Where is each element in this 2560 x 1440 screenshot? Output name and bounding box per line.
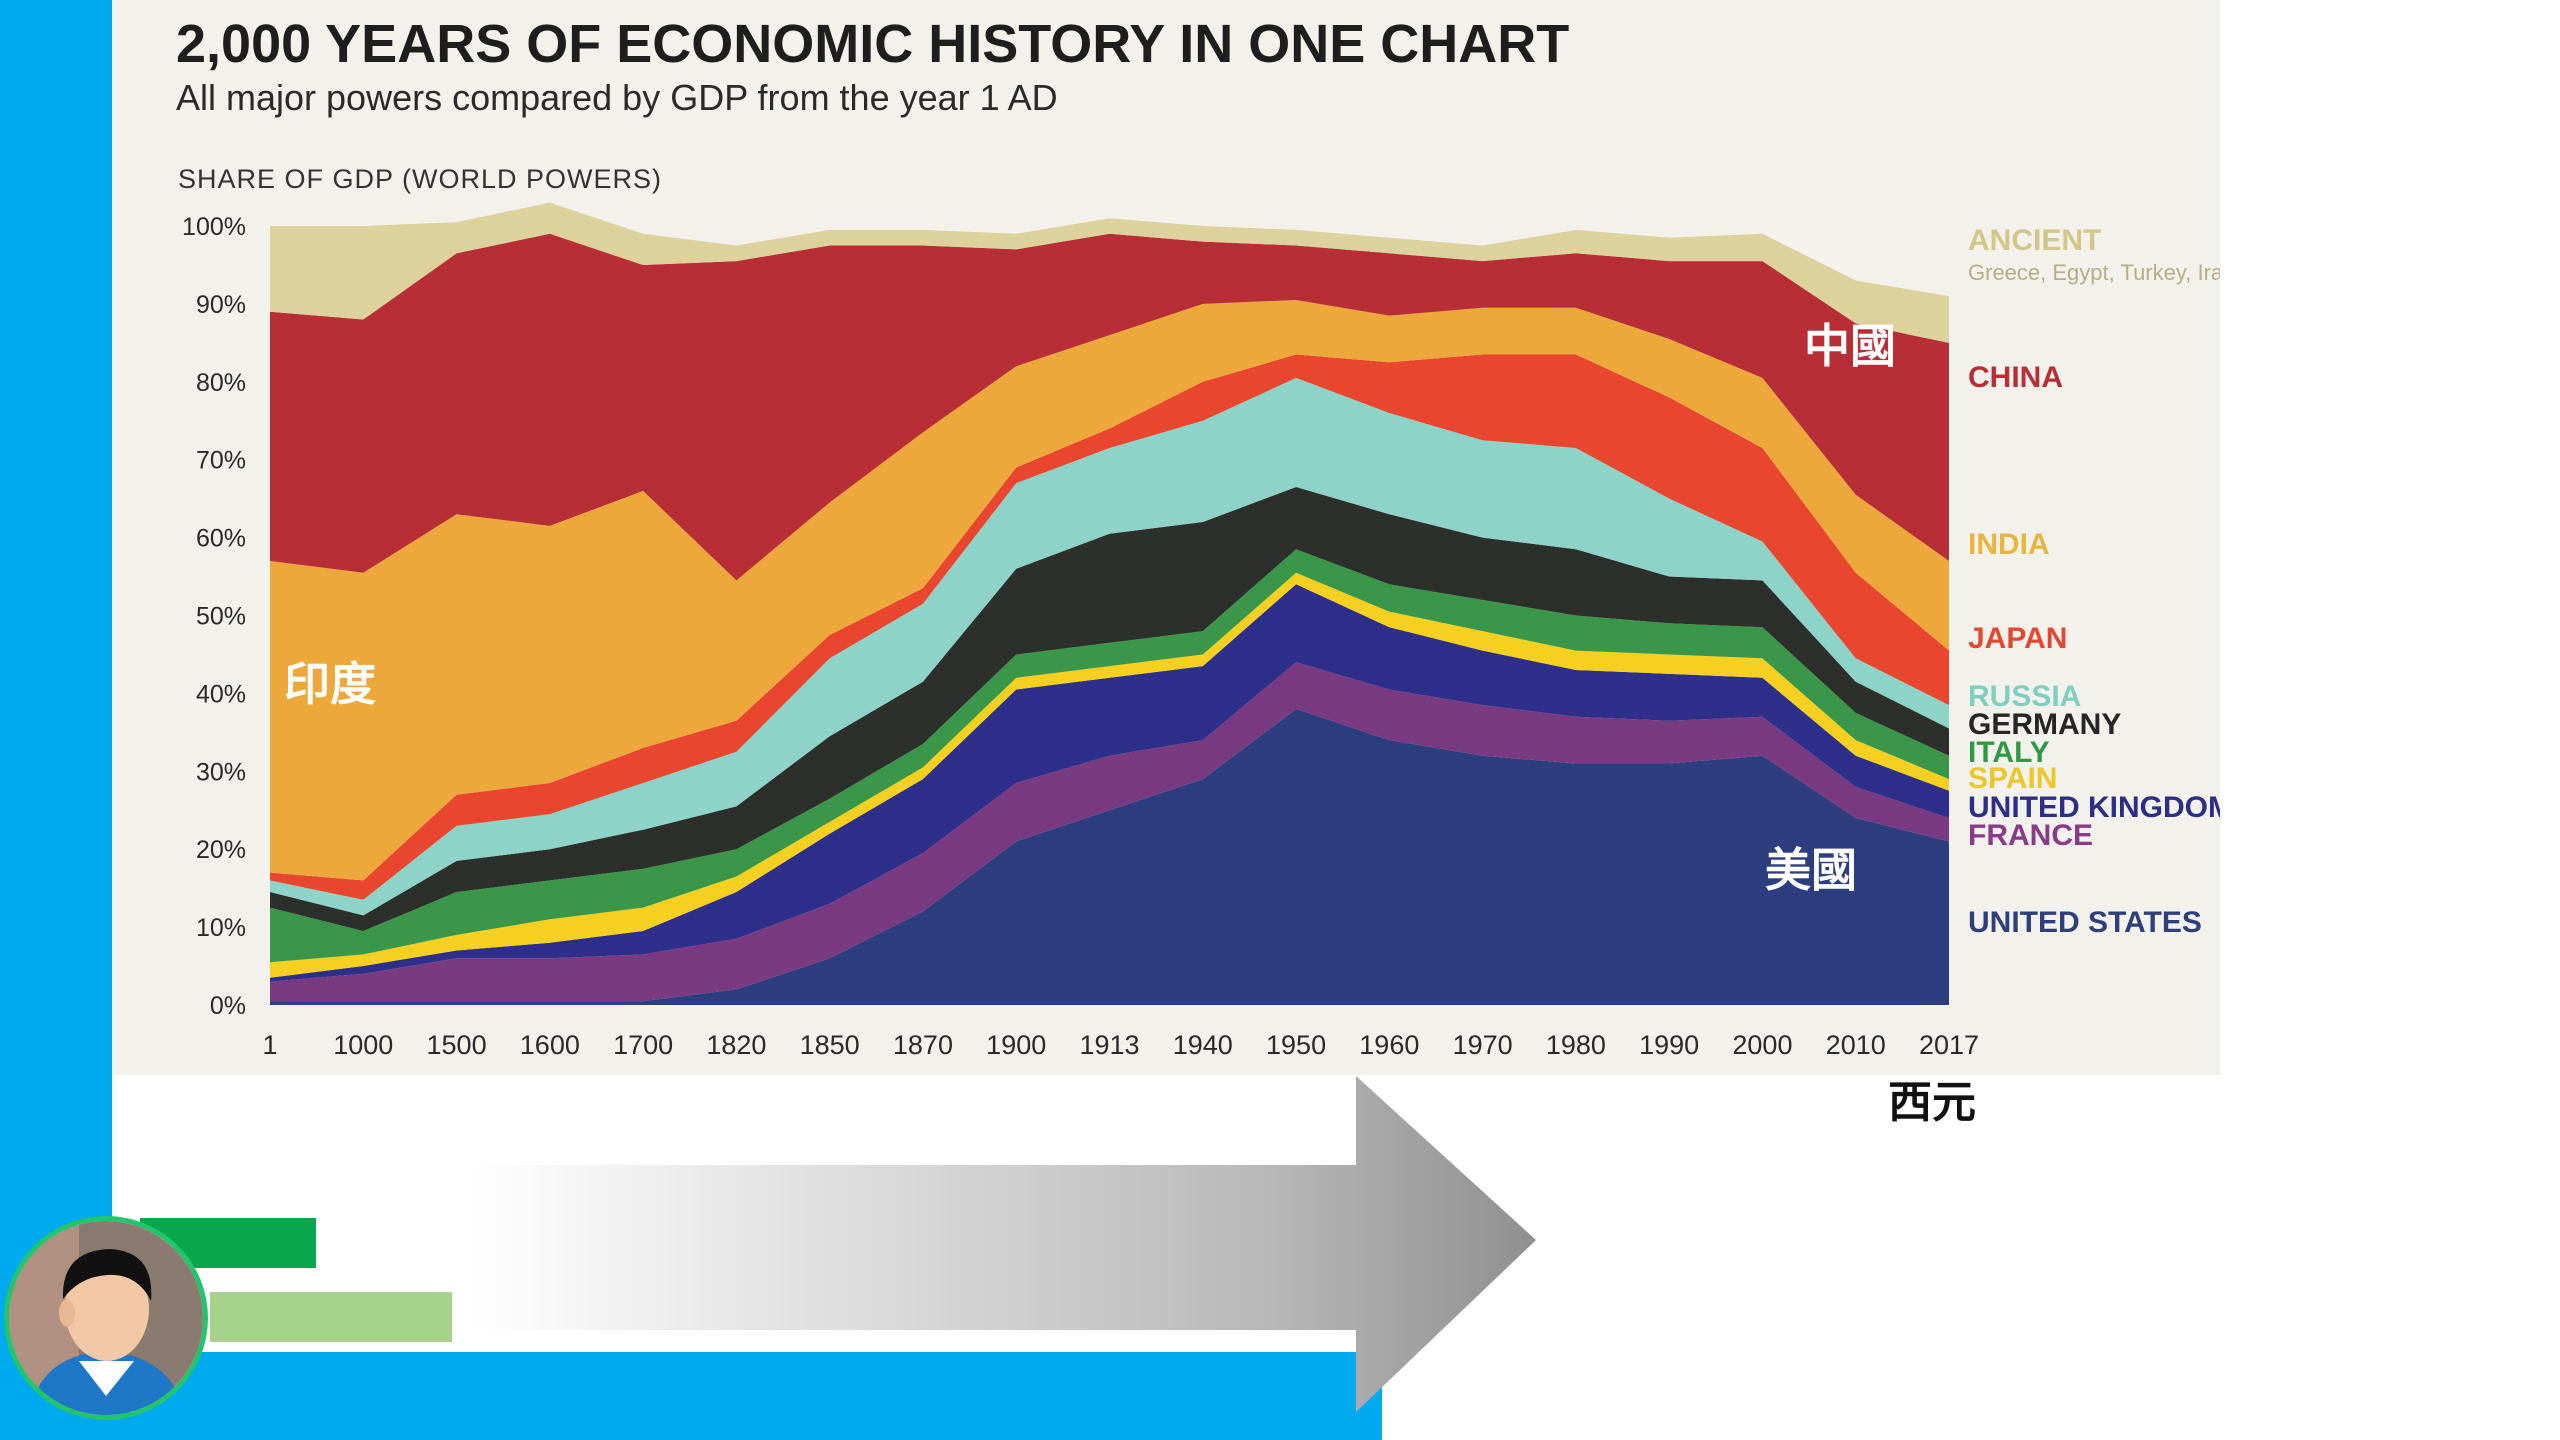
chart-panel: 0% 10% 20% 30% 40% 50% 60% 70% 80% 90% 100% 1 1000 15… <box>112 0 2220 1075</box>
area-france <box>270 662 1949 1002</box>
legend-united-kingdom: UNITED KINGDOM <box>1968 791 2220 824</box>
x-tick-label: 1000 <box>333 1030 393 1060</box>
area-japan <box>270 354 1949 900</box>
area-italy <box>270 549 1949 963</box>
timeline-arrow <box>470 1076 1536 1412</box>
chart-title: 2,000 YEARS OF ECONOMIC HISTORY IN ONE C… <box>176 14 1569 74</box>
x-tick-label: 1870 <box>893 1030 953 1060</box>
legend-russia: RUSSIA <box>1968 680 2081 713</box>
y-tick-label: 70% <box>196 447 246 475</box>
legend-italy: ITALY <box>1968 736 2050 769</box>
area-india <box>270 300 1949 881</box>
legend-spain: SPAIN <box>1968 762 2057 795</box>
x-tick-label: 1990 <box>1639 1030 1699 1060</box>
timeline-arrow-shape <box>470 1076 1536 1412</box>
legend-ancient-subtitle: Greece, Egypt, Turkey, Iran <box>1968 260 2220 285</box>
x-tick-label: 1970 <box>1453 1030 1513 1060</box>
x-tick-label: 1913 <box>1079 1030 1139 1060</box>
area-united-kingdom <box>270 584 1949 982</box>
x-tick-label: 2017 <box>1919 1030 1979 1060</box>
y-tick-label: 60% <box>196 525 246 553</box>
x-tick-label: 1980 <box>1546 1030 1606 1060</box>
annotation-united-states: 美國 <box>1765 843 1857 897</box>
legend-united-states: UNITED STATES <box>1968 906 2202 939</box>
person-icon <box>9 1221 203 1415</box>
y-tick-label: 20% <box>196 836 246 864</box>
legend-india: INDIA <box>1968 528 2050 561</box>
area-germany <box>270 487 1949 931</box>
x-tick-label: 1500 <box>427 1030 487 1060</box>
x-tick-label: 1 <box>262 1030 277 1060</box>
avatar <box>4 1216 208 1420</box>
area-united-states <box>270 709 1949 1005</box>
y-tick-label: 30% <box>196 758 246 786</box>
x-tick-label: 2000 <box>1732 1030 1792 1060</box>
left-accent-bar <box>0 0 112 1440</box>
y-tick-label: 80% <box>196 369 246 397</box>
legend-japan: JAPAN <box>1968 622 2067 655</box>
x-tick-label: 1900 <box>986 1030 1046 1060</box>
legend-ancient: ANCIENT <box>1968 224 2101 257</box>
legend-germany: GERMANY <box>1968 708 2121 741</box>
area-ancient <box>270 202 1949 343</box>
x-tick-label: 1940 <box>1173 1030 1233 1060</box>
area-russia <box>270 377 1949 916</box>
chart-subtitle: All major powers compared by GDP from th… <box>176 77 1058 118</box>
y-tick-label: 0% <box>210 992 246 1020</box>
legend-france: FRANCE <box>1968 819 2093 852</box>
y-tick-label: 40% <box>196 680 246 708</box>
x-tick-label: 1700 <box>613 1030 673 1060</box>
y-tick-label: 50% <box>196 603 246 631</box>
annotation-china: 中國 <box>1804 319 1896 373</box>
x-tick-label: 1960 <box>1359 1030 1419 1060</box>
annotation-india: 印度 <box>284 657 376 711</box>
y-tick-label: 100% <box>182 213 246 241</box>
x-tick-label: 1600 <box>520 1030 580 1060</box>
bottom-accent-bar <box>0 1352 1382 1440</box>
area-china <box>270 233 1949 581</box>
y-tick-label: 10% <box>196 914 246 942</box>
era-label: 西元 <box>1888 1077 1976 1128</box>
x-tick-label: 1820 <box>706 1030 766 1060</box>
x-tick-label: 1950 <box>1266 1030 1326 1060</box>
x-tick-label: 1850 <box>800 1030 860 1060</box>
legend-china: CHINA <box>1968 361 2063 394</box>
x-tick-label: 2010 <box>1826 1030 1886 1060</box>
gdp-area-chart: 0% 10% 20% 30% 40% 50% 60% 70% 80% 90% 100% 1 1000 15… <box>176 14 2220 1060</box>
y-tick-label: 90% <box>196 291 246 319</box>
light-green-bar <box>210 1292 452 1342</box>
y-axis-label: SHARE OF GDP (WORLD POWERS) <box>178 164 662 194</box>
